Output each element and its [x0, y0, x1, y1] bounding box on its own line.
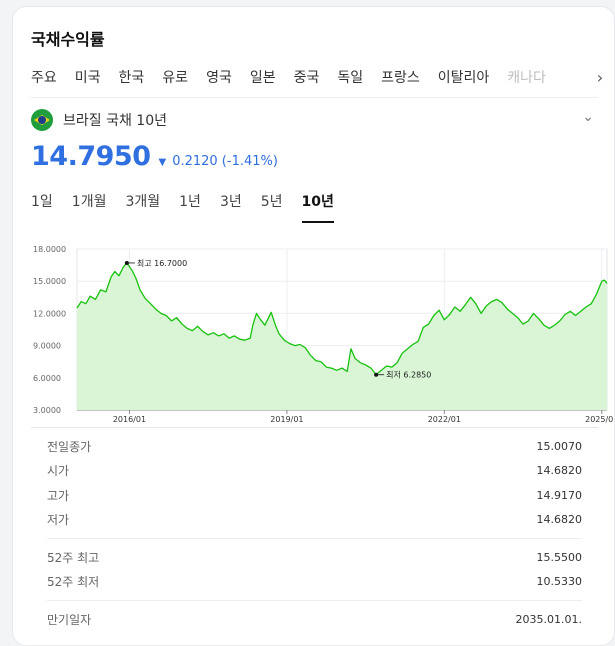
tab-period-1m[interactable]: 1개월 — [71, 194, 107, 210]
tab-period-1y[interactable]: 1년 — [179, 194, 201, 210]
bond-name: 브라질 국채 10년 — [63, 113, 167, 129]
country-tabs: 주요 미국 한국 유로 영국 일본 중국 독일 프랑스 이탈리아 캐나다 › — [13, 63, 614, 91]
price-change: 0.2120 (-1.41%) — [172, 154, 278, 169]
stat-label: 저가 — [47, 513, 70, 528]
y-tick-label: 9.0000 — [33, 342, 61, 351]
annotation-label: 최저 6.2850 — [386, 370, 431, 380]
stat-row-52w-low: 52주 최저 10.5330 — [31, 570, 598, 595]
stat-value: 14.9170 — [536, 488, 583, 502]
chevron-down-icon[interactable]: ⌄ — [582, 109, 594, 125]
stat-label: 시가 — [47, 464, 70, 479]
stat-value: 14.6820 — [536, 464, 583, 478]
tab-period-3y[interactable]: 3년 — [219, 194, 242, 210]
y-tick-label: 15.0000 — [33, 277, 66, 286]
stat-value: 14.6820 — [536, 513, 583, 527]
x-tick-label: 2016/01 — [113, 415, 146, 424]
y-tick-label: 12.0000 — [33, 309, 66, 318]
series-line — [76, 262, 608, 376]
tab-period-1d[interactable]: 1일 — [31, 194, 53, 210]
tab-period-3m[interactable]: 3개월 — [125, 194, 161, 210]
annotation-label: 최고 16.7000 — [137, 258, 187, 268]
x-tick-label: 2019/01 — [270, 415, 303, 424]
stat-value: 2035.01.01. — [515, 612, 582, 626]
price-row: 14.7950 ▼ 0.2120 (-1.41%) — [31, 141, 278, 172]
stat-row-prev-close: 전일종가 15.0070 — [31, 434, 598, 459]
y-tick-label: 3.0000 — [33, 406, 61, 415]
tab-country-10[interactable]: 캐나다 — [507, 70, 546, 86]
stat-row-52w-high: 52주 최고 15.5500 — [31, 545, 598, 570]
card-title: 국채수익률 — [31, 30, 105, 49]
stat-value: 15.5500 — [536, 550, 583, 564]
stat-value: 15.0070 — [536, 439, 583, 453]
series-area — [77, 263, 607, 410]
tab-country-6[interactable]: 중국 — [293, 70, 320, 86]
stat-row-open: 시가 14.6820 — [31, 459, 598, 484]
stat-label: 52주 최고 — [47, 550, 100, 565]
tab-country-9[interactable]: 이탈리아 — [437, 70, 490, 86]
tab-country-7[interactable]: 독일 — [337, 70, 364, 86]
tab-country-3[interactable]: 유로 — [162, 70, 189, 86]
y-tick-label: 18.0000 — [33, 245, 66, 254]
divider — [31, 97, 598, 98]
stat-label: 전일종가 — [47, 439, 92, 454]
stat-row-low: 저가 14.6820 — [31, 508, 598, 533]
tab-country-2[interactable]: 한국 — [118, 70, 145, 86]
tab-period-10y[interactable]: 10년 — [301, 191, 335, 223]
x-tick-label: 2025/01 — [585, 415, 615, 424]
stat-label: 만기일자 — [47, 612, 92, 627]
current-price: 14.7950 — [31, 141, 151, 172]
bond-yield-card: 국채수익률 주요 미국 한국 유로 영국 일본 중국 독일 프랑스 이탈리아 캐… — [12, 6, 615, 646]
period-tabs: 1일 1개월 3개월 1년 3년 5년 10년 — [31, 191, 353, 223]
x-tick-label: 2022/01 — [428, 415, 461, 424]
tab-country-0[interactable]: 주요 — [31, 70, 57, 86]
divider — [47, 600, 582, 601]
yield-chart[interactable]: 18.0000 15.0000 12.0000 9.0000 6.0000 3.0000 2… — [31, 235, 615, 425]
stats-table: 전일종가 15.0070 시가 14.6820 고가 14.9170 저가 14… — [31, 427, 598, 638]
down-arrow-icon: ▼ — [158, 157, 167, 168]
y-tick-label: 6.0000 — [33, 374, 61, 383]
brazil-flag-icon — [31, 109, 53, 131]
bond-header[interactable]: 브라질 국채 10년 ⌄ — [31, 107, 598, 133]
stat-label: 고가 — [47, 488, 70, 503]
chevron-right-icon[interactable]: › — [584, 63, 614, 91]
tab-country-1[interactable]: 미국 — [74, 70, 101, 86]
yield-chart-svg: 18.0000 15.0000 12.0000 9.0000 6.0000 3.0000 2… — [33, 245, 615, 424]
divider — [47, 538, 582, 539]
stat-value: 10.5330 — [536, 575, 583, 589]
tab-country-5[interactable]: 일본 — [249, 70, 276, 86]
stat-label: 52주 최저 — [47, 575, 100, 590]
tab-country-4[interactable]: 영국 — [206, 70, 232, 86]
stat-row-maturity: 만기일자 2035.01.01. — [31, 607, 598, 632]
tab-period-5y[interactable]: 5년 — [260, 194, 283, 210]
tab-country-8[interactable]: 프랑스 — [381, 70, 420, 86]
stat-row-high: 고가 14.9170 — [31, 483, 598, 508]
